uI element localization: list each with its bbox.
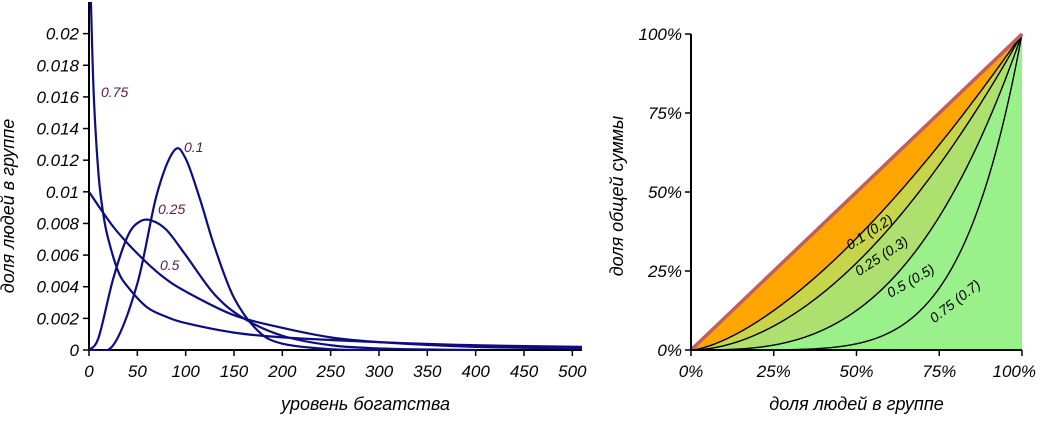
series-line-0.5 <box>89 191 583 350</box>
x-tick-label: 500 <box>558 362 587 381</box>
x-tick-label: 300 <box>365 362 394 381</box>
x-tick-label: 350 <box>413 362 442 381</box>
x-axis-title: доля людей в группе <box>769 394 944 414</box>
lorenz-band-2 <box>691 34 1022 350</box>
x-tick-label: 400 <box>461 362 490 381</box>
x-tick-label: 450 <box>510 362 539 381</box>
x-tick-label: 200 <box>267 362 297 381</box>
lorenz-band-base <box>691 34 1022 350</box>
series-label-0.1: 0.1 <box>184 139 203 155</box>
lorenz-chart: 0% 25% 50% 75% 100% 0% 25% 50% 75% 100% доля людей… <box>607 25 1036 414</box>
y-axis-title: доля людей в группе <box>0 119 18 294</box>
y-tick-label: 0.018 <box>36 56 79 75</box>
x-axis-title: уровень богатства <box>279 394 450 414</box>
y-tick-label: 0% <box>657 341 682 360</box>
y-tick-label: 0.016 <box>36 88 79 107</box>
series-label-0.5: 0.5 <box>160 257 180 273</box>
x-tick-label: 50 <box>128 362 147 381</box>
lorenz-curve-0.1 (0.2) <box>690 33 1023 351</box>
x-tick-label: 50% <box>839 362 873 381</box>
y-tick-label: 0.006 <box>36 246 79 265</box>
x-tick-label: 0 <box>84 362 94 381</box>
x-tick-label: 150 <box>220 362 249 381</box>
y-tick-label: 0.002 <box>36 309 79 328</box>
lorenz-band-3 <box>691 34 1022 350</box>
density-chart: 0 0.002 0.004 0.006 0.008 0.01 0.012 0.014 0.016… <box>0 1 587 414</box>
y-tick-label: 0.012 <box>36 151 79 170</box>
series-line-0.75 <box>89 1 583 348</box>
y-axis-title: доля общей суммы <box>607 116 627 277</box>
y-tick-label: 25% <box>647 262 682 281</box>
x-tick-label: 75% <box>922 362 956 381</box>
y-tick-label: 100% <box>639 25 682 44</box>
y-tick-label: 0.004 <box>36 278 79 297</box>
equality-line <box>689 32 1024 352</box>
x-tick-label: 100 <box>171 362 200 381</box>
x-tick-label: 250 <box>315 362 345 381</box>
y-tick-label: 50% <box>648 183 682 202</box>
y-tick-label: 0.008 <box>36 214 79 233</box>
x-tick-label: 25% <box>756 362 791 381</box>
lorenz-curve-0.5 (0.5) <box>691 33 1023 351</box>
series-line-0.1 <box>89 147 380 351</box>
y-tick-label: 0.014 <box>36 120 79 139</box>
y-tick-label: 75% <box>648 104 682 123</box>
lorenz-curve-0.25 (0.3) <box>690 33 1023 351</box>
series-label-0.25: 0.25 <box>158 201 185 217</box>
series-label-0.75: 0.75 <box>101 84 128 100</box>
y-tick-label: 0 <box>70 341 80 360</box>
x-tick-label: 0% <box>679 362 704 381</box>
series-line-0.25 <box>89 218 476 351</box>
x-tick-label: 100% <box>993 362 1036 381</box>
y-tick-label: 0.01 <box>46 183 79 202</box>
y-tick-label: 0.02 <box>46 25 80 44</box>
